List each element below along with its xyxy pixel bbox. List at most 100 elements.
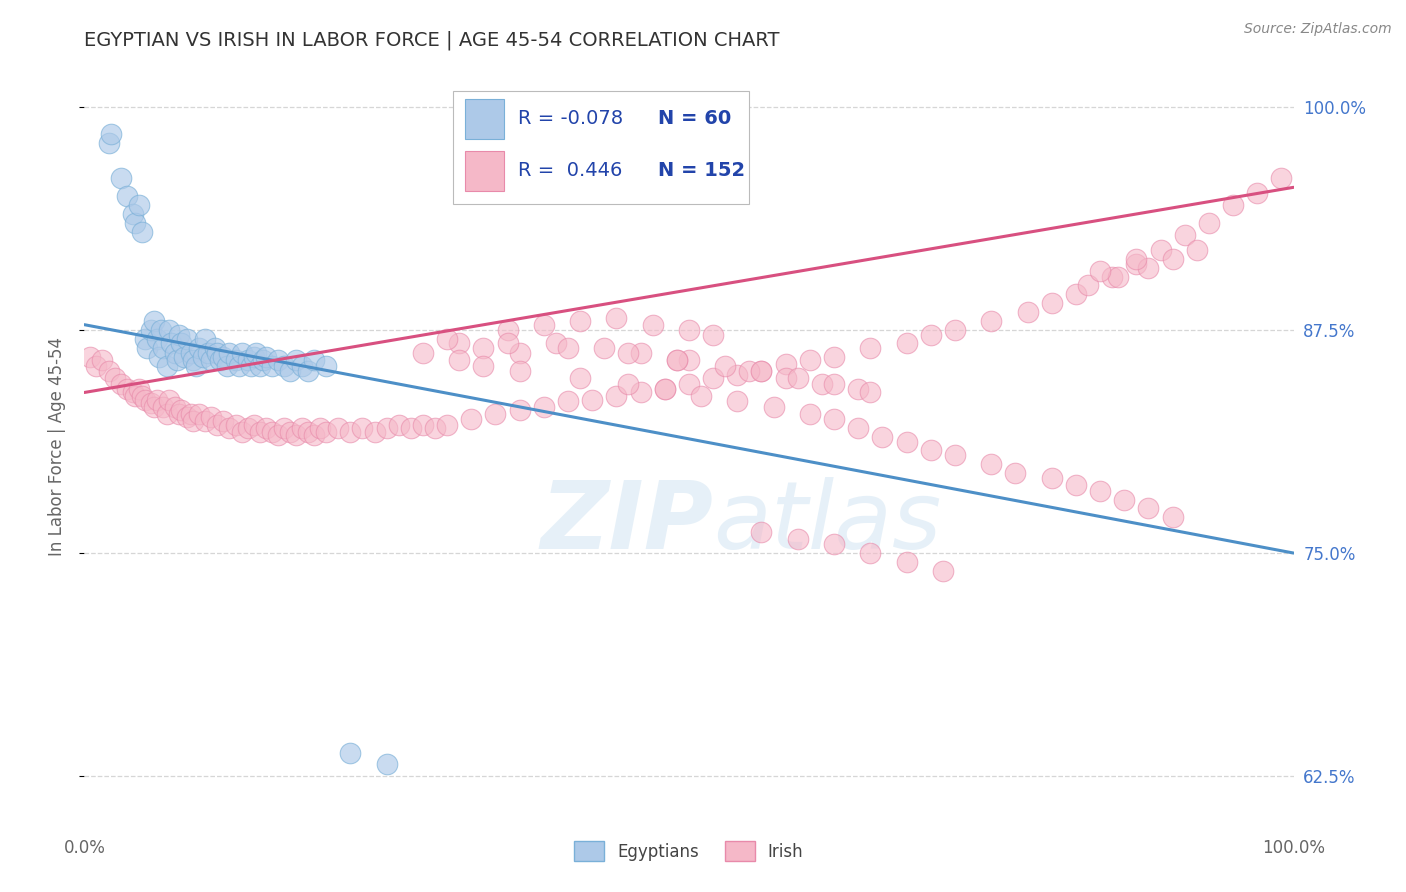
Point — [1004, 466, 1026, 480]
Point — [231, 346, 253, 360]
Point — [148, 350, 170, 364]
Point — [1101, 269, 1123, 284]
Point — [278, 364, 301, 378]
Point — [1040, 296, 1063, 310]
Point — [630, 385, 652, 400]
Point — [1107, 269, 1129, 284]
Point — [1088, 264, 1111, 278]
Point — [131, 225, 153, 239]
Point — [412, 417, 434, 432]
Point — [751, 364, 773, 378]
Point — [1125, 257, 1147, 271]
Point — [1077, 278, 1099, 293]
Point — [181, 353, 204, 368]
Point — [872, 430, 894, 444]
Point — [799, 407, 821, 421]
Point — [920, 442, 942, 457]
Point — [460, 412, 482, 426]
Point — [167, 328, 190, 343]
Point — [605, 310, 627, 325]
Point — [267, 428, 290, 442]
Point — [352, 421, 374, 435]
Point — [188, 407, 211, 421]
FancyBboxPatch shape — [465, 99, 503, 138]
Point — [859, 341, 882, 355]
FancyBboxPatch shape — [465, 151, 503, 191]
Point — [115, 382, 138, 396]
Point — [725, 394, 748, 409]
Point — [617, 346, 640, 360]
Point — [363, 425, 385, 439]
Point — [823, 350, 845, 364]
Point — [207, 346, 229, 360]
Point — [218, 421, 240, 435]
Point — [436, 332, 458, 346]
Point — [484, 407, 506, 421]
Point — [654, 382, 676, 396]
Point — [260, 359, 283, 373]
Point — [569, 314, 592, 328]
Point — [309, 421, 332, 435]
Text: N = 60: N = 60 — [658, 109, 731, 128]
Point — [131, 389, 153, 403]
Y-axis label: In Labor Force | Age 45-54: In Labor Force | Age 45-54 — [48, 336, 66, 556]
Point — [212, 350, 235, 364]
Point — [128, 198, 150, 212]
Text: EGYPTIAN VS IRISH IN LABOR FORCE | AGE 45-54 CORRELATION CHART: EGYPTIAN VS IRISH IN LABOR FORCE | AGE 4… — [84, 30, 780, 50]
Point — [581, 392, 603, 407]
Point — [165, 346, 187, 360]
Point — [212, 414, 235, 428]
Point — [176, 332, 198, 346]
Point — [204, 341, 226, 355]
Point — [139, 396, 162, 410]
Point — [146, 332, 169, 346]
Point — [297, 364, 319, 378]
Point — [751, 524, 773, 539]
Point — [738, 364, 761, 378]
Point — [124, 216, 146, 230]
Point — [751, 364, 773, 378]
Point — [79, 350, 101, 364]
Point — [678, 353, 700, 368]
Point — [1137, 501, 1160, 516]
Point — [423, 421, 446, 435]
Point — [157, 392, 180, 407]
Point — [149, 323, 172, 337]
Point — [167, 407, 190, 421]
Point — [690, 389, 713, 403]
Point — [412, 346, 434, 360]
Point — [896, 335, 918, 350]
Point — [249, 359, 271, 373]
Point — [472, 341, 495, 355]
Point — [155, 407, 177, 421]
Text: N = 152: N = 152 — [658, 161, 745, 180]
Point — [775, 357, 797, 371]
Point — [859, 385, 882, 400]
Point — [846, 421, 869, 435]
Point — [509, 364, 531, 378]
Point — [302, 353, 325, 368]
Text: atlas: atlas — [713, 477, 942, 568]
Point — [617, 376, 640, 391]
Point — [173, 350, 195, 364]
Point — [273, 359, 295, 373]
Point — [1040, 471, 1063, 485]
Point — [823, 412, 845, 426]
Point — [569, 371, 592, 385]
Point — [207, 417, 229, 432]
Point — [533, 400, 555, 414]
Point — [228, 359, 250, 373]
Point — [980, 457, 1002, 471]
Point — [328, 421, 350, 435]
Point — [121, 207, 143, 221]
Point — [509, 403, 531, 417]
Point — [273, 421, 295, 435]
Point — [97, 364, 120, 378]
Point — [200, 410, 222, 425]
Point — [121, 385, 143, 400]
Point — [943, 448, 966, 462]
Point — [702, 371, 724, 385]
Point — [339, 425, 361, 439]
Point — [1161, 510, 1184, 524]
Point — [231, 425, 253, 439]
